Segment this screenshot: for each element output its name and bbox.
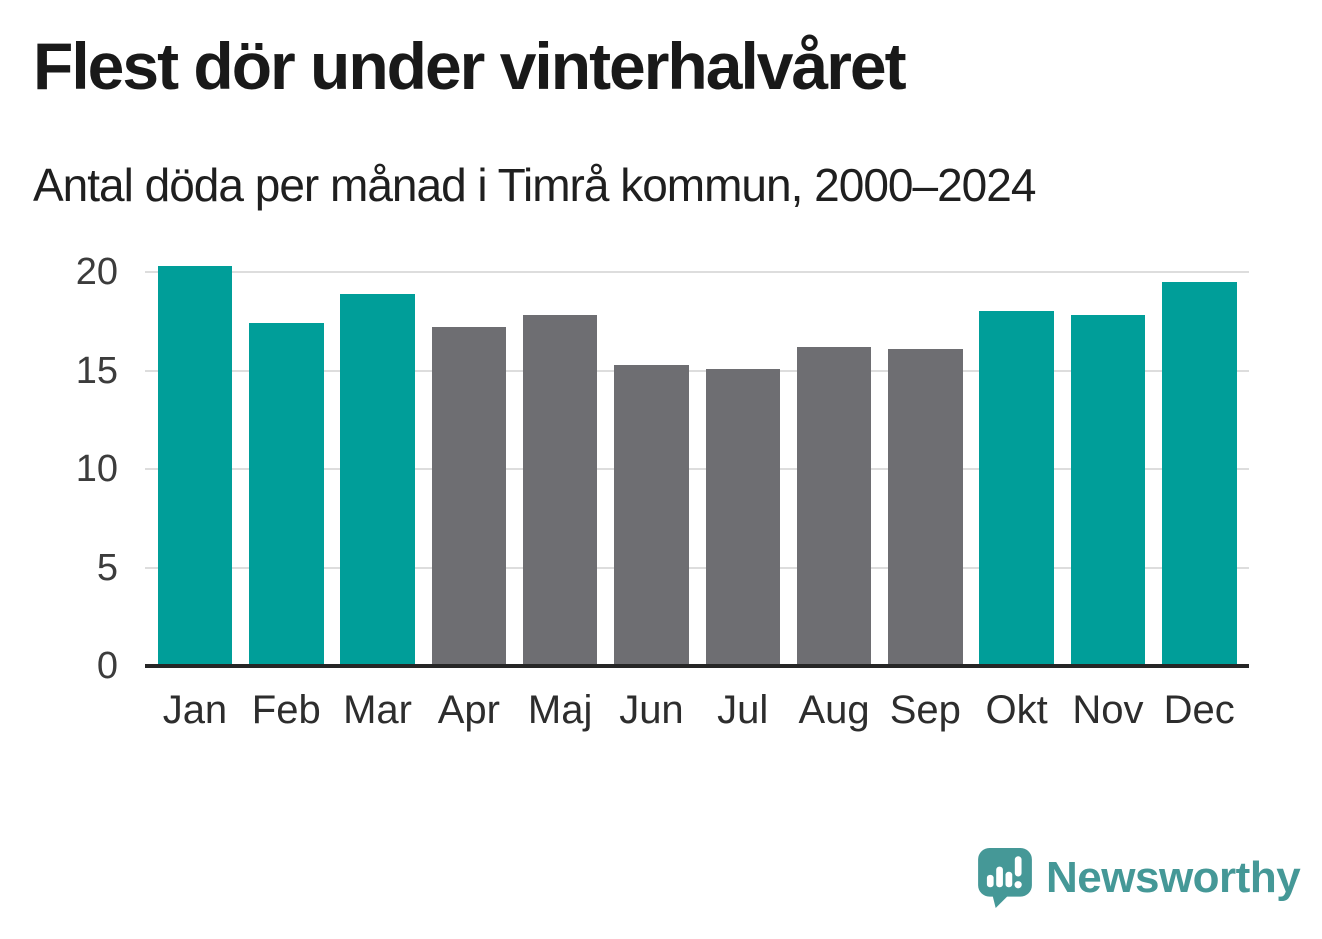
newsworthy-branding: Newsworthy bbox=[978, 848, 1301, 908]
bar-chart-speech-bubble-icon bbox=[978, 848, 1032, 908]
bar-apr bbox=[431, 327, 507, 666]
x-axis-line bbox=[145, 664, 1249, 668]
x-axis-tick-label-jan: Jan bbox=[162, 688, 228, 732]
y-axis-tick-label-5: 5 bbox=[96, 546, 118, 589]
bar-feb bbox=[249, 323, 324, 666]
gridline-y20 bbox=[145, 271, 1249, 273]
newsworthy-logo-text: Newsworthy bbox=[1046, 853, 1301, 902]
x-axis-tick-label-aug: Aug bbox=[798, 688, 870, 732]
bar-mar bbox=[340, 293, 415, 666]
x-axis-tick-label-maj: Maj bbox=[527, 688, 593, 732]
y-axis-tick-label-20: 20 bbox=[75, 251, 118, 293]
x-axis-tick-label-jun: Jun bbox=[619, 688, 684, 732]
bar-okt bbox=[979, 311, 1054, 666]
chart-subtitle: Antal döda per månad i Timrå kommun, 200… bbox=[33, 159, 1036, 211]
x-axis-tick-label-apr: Apr bbox=[437, 688, 500, 732]
gridline-y15 bbox=[145, 369, 1249, 372]
bar-maj bbox=[522, 315, 598, 666]
y-axis-tick-label-10: 10 bbox=[75, 448, 118, 490]
chart-title: Flest dör under vinterhalvåret bbox=[33, 29, 907, 103]
bar-sep bbox=[888, 348, 963, 666]
y-axis-tick-label-0: 0 bbox=[96, 645, 118, 687]
x-axis-tick-label-dec: Dec bbox=[1163, 688, 1235, 732]
x-axis-tick-label-mar: Mar bbox=[343, 688, 412, 732]
bar-jul bbox=[705, 368, 780, 666]
bar-dec bbox=[1162, 281, 1237, 666]
bar-nov bbox=[1070, 315, 1146, 666]
x-axis-tick-label-okt: Okt bbox=[985, 688, 1048, 732]
x-axis-tick-label-jul: Jul bbox=[717, 688, 769, 732]
x-axis-tick-label-sep: Sep bbox=[889, 688, 961, 732]
y-axis-tick-label-15: 15 bbox=[75, 349, 118, 392]
bar-jan bbox=[157, 266, 233, 666]
x-axis-tick-label-nov: Nov bbox=[1072, 688, 1144, 732]
x-axis-tick-label-feb: Feb bbox=[251, 688, 321, 732]
gridline-y5 bbox=[145, 566, 1249, 569]
gridline-y10 bbox=[145, 468, 1249, 470]
bar-aug bbox=[796, 346, 872, 666]
bar-jun bbox=[614, 364, 689, 666]
